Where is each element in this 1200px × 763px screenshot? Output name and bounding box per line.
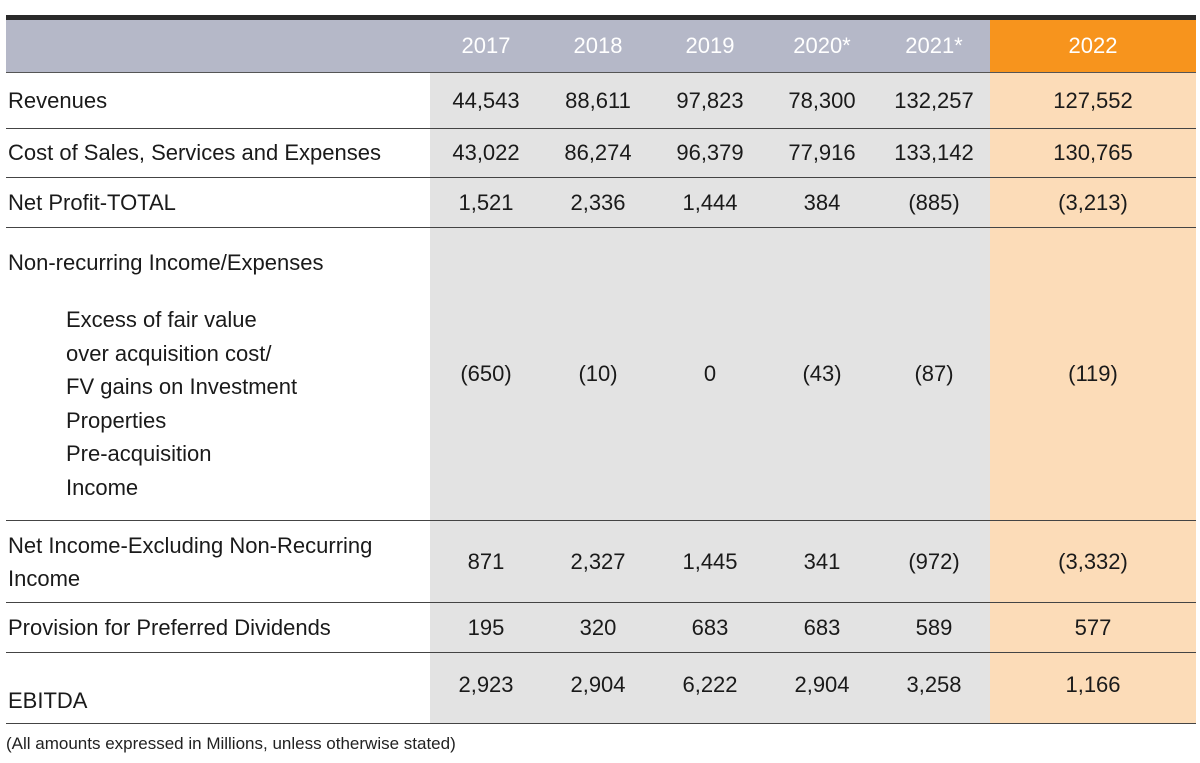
cell-value: 871 [430,520,542,603]
cell-value: 1,445 [654,520,766,603]
cell-value: 6,222 [654,652,766,724]
cell-value: 44,543 [430,72,542,129]
header-label-cell [6,15,430,73]
table-row-preferred-dividends: Provision for Preferred Dividends 195 32… [6,602,1196,653]
cell-value: (43) [766,227,878,521]
cell-value: 1,444 [654,177,766,228]
row-sublabel-line: Properties [66,407,167,433]
year-header-2022: 2022 [990,15,1196,73]
cell-value: 133,142 [878,128,990,178]
row-sublabel-group: Excess of fair value over acquisition co… [8,303,430,504]
cell-value: 97,823 [654,72,766,129]
row-label: Non-recurring Income/Expenses [8,250,324,275]
cell-value: 1,521 [430,177,542,228]
year-header-2017: 2017 [430,15,542,73]
year-header-2019: 2019 [654,15,766,73]
cell-value: 78,300 [766,72,878,129]
year-header-2018: 2018 [542,15,654,73]
cell-value: 43,022 [430,128,542,178]
cell-value: (972) [878,520,990,603]
cell-value-highlight: 127,552 [990,72,1196,129]
cell-value: 2,904 [542,652,654,724]
cell-value-highlight: (3,213) [990,177,1196,228]
year-header-2021: 2021* [878,15,990,73]
header-row: 2017 2018 2019 2020* 2021* 2022 [6,15,1196,73]
cell-value: 88,611 [542,72,654,129]
cell-value: 2,904 [766,652,878,724]
row-label: Provision for Preferred Dividends [6,602,430,653]
cell-value: 384 [766,177,878,228]
row-label-block: Non-recurring Income/Expenses Excess of … [6,227,430,521]
cell-value-highlight: 1,166 [990,652,1196,724]
row-label-line: Income [8,565,81,591]
cell-value: 2,923 [430,652,542,724]
cell-value: 683 [654,602,766,653]
row-label: Revenues [6,72,430,129]
cell-value: 0 [654,227,766,521]
cell-value: (650) [430,227,542,521]
row-sublabel-line: Pre-acquisition [66,441,212,466]
table-row-cost-of-sales: Cost of Sales, Services and Expenses 43,… [6,128,1196,178]
cell-value: 341 [766,520,878,603]
row-sublabel-line: Income [66,474,139,500]
table-row-ebitda: EBITDA 2,923 2,904 6,222 2,904 3,258 1,1… [6,652,1196,724]
cell-value: (885) [878,177,990,228]
cell-value: (10) [542,227,654,521]
table-row-revenues: Revenues 44,543 88,611 97,823 78,300 132… [6,72,1196,129]
cell-value-highlight: (119) [990,227,1196,521]
cell-value-highlight: (3,332) [990,520,1196,603]
cell-value: 132,257 [878,72,990,129]
cell-value: 320 [542,602,654,653]
row-label: Cost of Sales, Services and Expenses [6,128,430,178]
cell-value: 195 [430,602,542,653]
cell-value-highlight: 130,765 [990,128,1196,178]
table-row-net-income-excl: Net Income-Excluding Non-Recurring Incom… [6,520,1196,603]
cell-value: (87) [878,227,990,521]
cell-value: 683 [766,602,878,653]
row-sublabel-line: over acquisition cost/ [66,340,272,366]
cell-value: 3,258 [878,652,990,724]
cell-value: 86,274 [542,128,654,178]
row-sublabel-line: Excess of fair value [66,307,257,332]
row-sublabel-line: FV gains on Investment [66,374,298,399]
cell-value: 77,916 [766,128,878,178]
row-label-line: Net Income-Excluding Non-Recurring [8,532,373,558]
row-label: EBITDA [6,652,430,724]
financial-table-container: 2017 2018 2019 2020* 2021* 2022 Revenues… [6,15,1196,724]
cell-value: 589 [878,602,990,653]
cell-value-highlight: 577 [990,602,1196,653]
cell-value: 2,327 [542,520,654,603]
row-label: Net Profit-TOTAL [6,177,430,228]
footnote: (All amounts expressed in Millions, unle… [6,734,456,753]
financial-summary-table: 2017 2018 2019 2020* 2021* 2022 Revenues… [6,15,1196,724]
cell-value: 96,379 [654,128,766,178]
table-row-net-profit: Net Profit-TOTAL 1,521 2,336 1,444 384 (… [6,177,1196,228]
row-label-block: Net Income-Excluding Non-Recurring Incom… [6,520,430,603]
cell-value: 2,336 [542,177,654,228]
table-row-non-recurring: Non-recurring Income/Expenses Excess of … [6,227,1196,521]
year-header-2020: 2020* [766,15,878,73]
